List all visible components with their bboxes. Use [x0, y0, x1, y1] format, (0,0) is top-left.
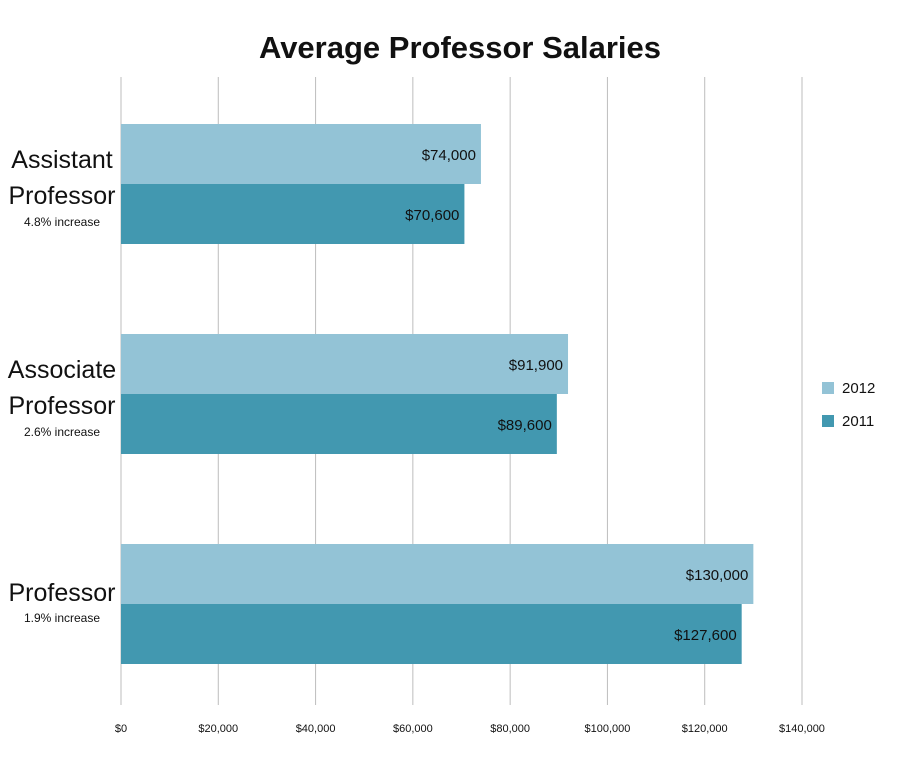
- data-label: $130,000: [686, 567, 749, 584]
- x-tick-label: $80,000: [490, 723, 530, 735]
- data-label: $70,600: [405, 207, 459, 224]
- legend-label: 2011: [842, 413, 874, 430]
- data-label: $74,000: [422, 147, 476, 164]
- bar-2011: [121, 394, 557, 454]
- x-tick-label: $20,000: [198, 723, 238, 735]
- legend-label: 2012: [842, 380, 875, 397]
- category-label: Assistant: [11, 146, 112, 174]
- category-label: Associate: [8, 356, 116, 384]
- legend-swatch-2011: [822, 415, 834, 427]
- bar-2011: [121, 604, 742, 664]
- data-label: $127,600: [674, 627, 737, 644]
- data-label: $91,900: [509, 357, 563, 374]
- chart-title: Average Professor Salaries: [259, 30, 661, 65]
- bar-2011: [121, 184, 465, 244]
- category-note: 4.8% increase: [24, 215, 100, 229]
- legend-swatch-2012: [822, 382, 834, 394]
- bar-2012: [121, 334, 569, 394]
- x-tick-label: $140,000: [779, 723, 825, 735]
- bar-2012: [121, 544, 754, 604]
- category-label: Professor: [9, 182, 116, 210]
- category-note: 1.9% increase: [24, 611, 100, 625]
- x-tick-label: $0: [115, 723, 127, 735]
- data-label: $89,600: [498, 417, 552, 434]
- category-label: Professor: [9, 392, 116, 420]
- x-tick-label: $100,000: [584, 723, 630, 735]
- x-tick-label: $120,000: [682, 723, 728, 735]
- category-labels: Assistant Professor 4.8% increase Associate…: [8, 146, 116, 625]
- category-note: 2.6% increase: [24, 425, 100, 439]
- bars: $74,000 $70,600 $91,900 $89,600 $130,000 $127…: [121, 124, 754, 664]
- x-tick-label: $60,000: [393, 723, 433, 735]
- bar-2012: [121, 124, 481, 184]
- category-label: Professor: [9, 579, 116, 607]
- x-tick-label: $40,000: [296, 723, 336, 735]
- x-axis-ticks: $0 $20,000 $40,000 $60,000 $80,000 $100,000 $1…: [115, 723, 825, 735]
- legend: 2012 2011: [822, 380, 875, 430]
